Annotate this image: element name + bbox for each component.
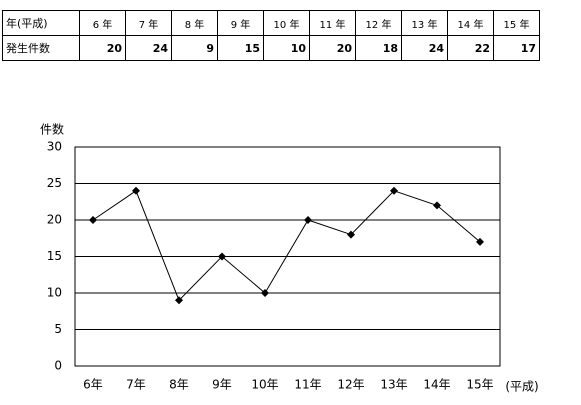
table-cell: 15 年 <box>493 10 540 36</box>
y-tick-label: 20 <box>47 213 62 227</box>
data-line <box>92 190 481 302</box>
table-cell: 20 <box>79 35 126 61</box>
x-axis-label: (平成) <box>505 380 538 394</box>
data-point <box>175 296 183 305</box>
y-tick-label: 15 <box>47 249 62 263</box>
table-cell: 14 年 <box>447 10 494 36</box>
data-point <box>218 252 226 261</box>
x-tick-label: 13年 <box>380 378 407 392</box>
y-tick-label: 10 <box>47 286 62 300</box>
data-point <box>433 201 441 210</box>
table-cell: 9 年 <box>217 10 264 36</box>
data-point <box>89 216 97 224</box>
table-cell: 20 <box>309 35 356 61</box>
x-tick-label: 7年 <box>126 378 146 392</box>
y-tick-label: 0 <box>54 359 62 373</box>
x-tick-label: 14年 <box>423 378 450 392</box>
table-cell: 24 <box>125 35 172 61</box>
table-cell: 年(平成) <box>2 10 80 36</box>
data-point <box>390 186 398 195</box>
x-tick-label: 6年 <box>83 378 103 392</box>
y-tick-label: 5 <box>54 322 62 336</box>
data-point <box>476 237 484 246</box>
table-cell: 10 <box>263 35 310 61</box>
x-tick-label: 10年 <box>251 378 278 392</box>
table-cell: 発生件数 <box>2 35 80 61</box>
data-point <box>304 216 312 224</box>
table-cell: 24 <box>401 35 448 61</box>
table-cell: 15 <box>217 35 264 61</box>
y-axis-label: 件数 <box>40 122 64 137</box>
x-tick-label: 9年 <box>212 378 232 392</box>
data-point <box>347 230 355 239</box>
table-cell: 17 <box>493 35 540 61</box>
x-tick-label: 8年 <box>169 378 189 392</box>
x-tick-label: 12年 <box>337 378 364 392</box>
table-cell: 22 <box>447 35 494 61</box>
table-cell: 18 <box>355 35 402 61</box>
y-tick-label: 25 <box>47 176 62 190</box>
table-row: 発生件数 20 24 9 15 10 20 18 24 22 17 <box>2 35 540 61</box>
x-tick-label: 15年 <box>466 378 493 392</box>
y-tick-label: 30 <box>47 140 62 154</box>
x-tick-label: 11年 <box>294 378 321 392</box>
table-cell: 6 年 <box>79 10 126 36</box>
table-cell: 10 年 <box>263 10 310 36</box>
data-point <box>261 289 269 297</box>
data-point <box>132 186 140 195</box>
plot-frame <box>74 146 501 367</box>
